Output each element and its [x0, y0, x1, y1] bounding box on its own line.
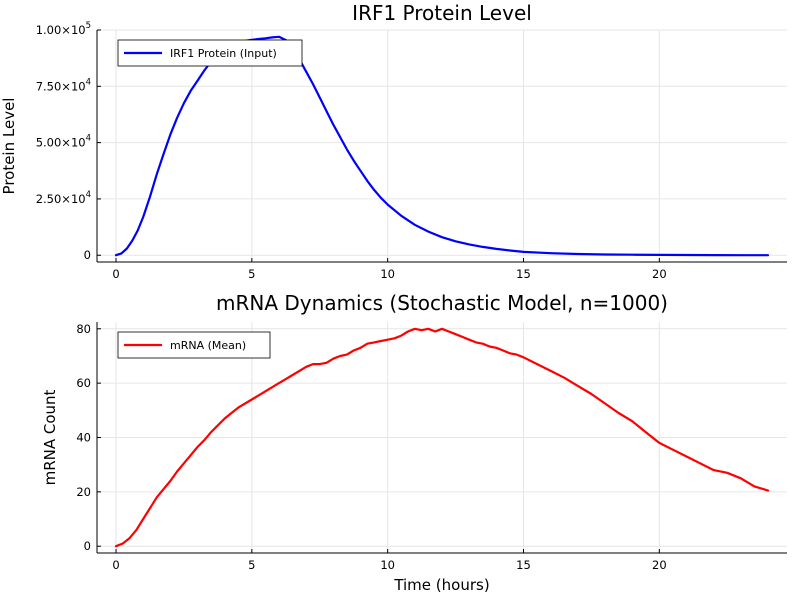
chart-panel-2: 0 5 10 15 20 0 20 40 60 80 mRNA Dynamics (Stochast… — [41, 291, 787, 594]
y-tick-label: 40 — [76, 431, 91, 445]
y-axis-label: Protein Level — [0, 98, 18, 195]
chart-panel-1: 0 5 10 15 20 0 2.50×104 5.00×104 7.50×104 1.00×10… — [0, 1, 787, 281]
x-tick-label: 20 — [652, 558, 667, 572]
y-tick-label: 60 — [76, 376, 91, 390]
x-tick-label: 10 — [380, 267, 395, 281]
legend-label: mRNA (Mean) — [170, 339, 246, 352]
y-axis-label: mRNA Count — [41, 389, 59, 485]
x-tick-label: 5 — [248, 267, 255, 281]
y-tick-label: 7.50×104 — [36, 77, 91, 93]
legend: IRF1 Protein (Input) — [117, 39, 303, 67]
y-tick-label: 80 — [76, 322, 91, 336]
x-tick-label: 20 — [652, 267, 667, 281]
x-axis-label: Time (hours) — [393, 576, 489, 594]
chart-title: IRF1 Protein Level — [352, 1, 532, 25]
chart-title: mRNA Dynamics (Stochastic Model, n=1000) — [216, 291, 668, 315]
legend: mRNA (Mean) — [117, 331, 271, 359]
x-tick-label: 10 — [380, 558, 395, 572]
x-tick-label: 5 — [248, 558, 255, 572]
x-tick-label: 15 — [516, 267, 531, 281]
x-tick-label: 0 — [112, 558, 119, 572]
series-line — [114, 327, 770, 548]
y-tick-label: 2.50×104 — [36, 190, 91, 206]
y-tick-label: 1.00×105 — [36, 21, 91, 37]
legend-label: IRF1 Protein (Input) — [170, 47, 277, 60]
y-tick-label: 5.00×104 — [36, 134, 91, 150]
x-tick-label: 0 — [112, 267, 119, 281]
y-tick-label: 0 — [84, 248, 91, 262]
series-line — [114, 35, 770, 257]
x-tick-label: 15 — [516, 558, 531, 572]
y-tick-label: 20 — [76, 485, 91, 499]
y-tick-label: 0 — [84, 539, 91, 553]
